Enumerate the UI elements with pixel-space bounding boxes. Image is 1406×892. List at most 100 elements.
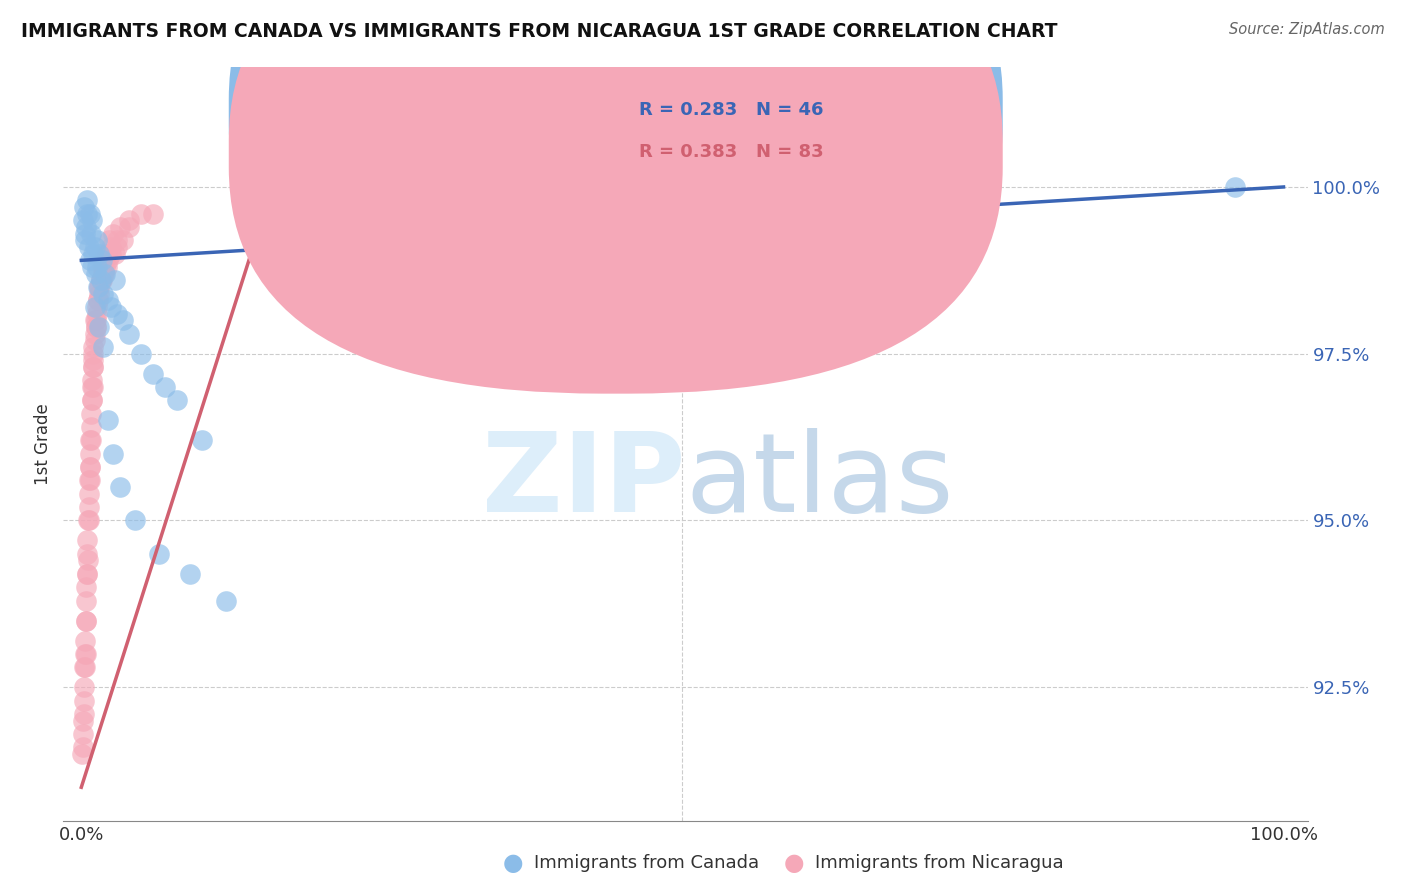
Point [89, 246, 111, 260]
Point [1225, 180, 1247, 194]
Point [73, 200, 96, 214]
Point [80, 420, 103, 434]
Point [105, 233, 128, 247]
Point [77, 500, 100, 515]
Point [108, 480, 131, 494]
Point [214, 593, 236, 607]
Point [70, 747, 93, 761]
Point [89, 286, 111, 301]
Point [108, 219, 131, 234]
Point [82, 347, 104, 361]
Point [96, 246, 118, 260]
Point [73, 227, 96, 241]
Point [94, 260, 117, 274]
Point [76, 207, 98, 221]
Point [80, 434, 103, 448]
Point [72, 714, 94, 728]
Point [82, 360, 104, 375]
Point [82, 373, 104, 387]
Point [77, 553, 100, 567]
Point [90, 273, 112, 287]
Text: atlas: atlas [686, 428, 953, 535]
Point [75, 647, 97, 661]
Point [89, 320, 111, 334]
Point [101, 447, 124, 461]
Point [80, 407, 103, 421]
Point [73, 660, 96, 674]
Point [94, 246, 117, 260]
Point [79, 460, 101, 475]
Point [82, 393, 104, 408]
Point [76, 194, 98, 208]
Point [104, 273, 127, 287]
FancyBboxPatch shape [586, 86, 866, 180]
Point [190, 434, 212, 448]
Y-axis label: 1st Grade: 1st Grade [34, 403, 52, 484]
Point [96, 260, 118, 274]
Point [112, 313, 135, 327]
Point [90, 273, 112, 287]
Point [82, 213, 104, 227]
Point [79, 253, 101, 268]
Text: Source: ZipAtlas.com: Source: ZipAtlas.com [1229, 22, 1385, 37]
Point [75, 580, 97, 594]
Text: R = 0.383   N = 83: R = 0.383 N = 83 [640, 143, 824, 161]
Point [100, 240, 122, 254]
Point [77, 240, 100, 254]
Point [75, 614, 97, 628]
FancyBboxPatch shape [229, 0, 1002, 393]
Point [79, 474, 101, 488]
Point [86, 260, 108, 274]
Point [93, 267, 115, 281]
Point [79, 207, 101, 221]
Point [73, 680, 96, 694]
Point [91, 340, 114, 354]
Point [83, 240, 105, 254]
Point [91, 260, 114, 274]
Text: ●: ● [785, 852, 804, 875]
Point [118, 219, 141, 234]
Point [73, 660, 96, 674]
Point [73, 693, 96, 707]
Point [82, 340, 104, 354]
Point [90, 273, 112, 287]
Point [90, 253, 112, 268]
Point [124, 513, 146, 527]
Text: Immigrants from Nicaragua: Immigrants from Nicaragua [815, 855, 1064, 872]
Point [76, 547, 98, 561]
Point [166, 393, 188, 408]
Point [90, 273, 112, 287]
Point [100, 246, 122, 260]
Point [86, 300, 108, 314]
Point [84, 320, 107, 334]
Point [131, 347, 153, 361]
Point [76, 566, 98, 581]
Point [84, 267, 107, 281]
Point [75, 614, 97, 628]
Point [87, 280, 110, 294]
Point [118, 213, 141, 227]
Point [105, 240, 128, 254]
Point [82, 353, 104, 368]
Point [87, 280, 110, 294]
Point [75, 593, 97, 607]
Point [73, 647, 96, 661]
Text: ZIP: ZIP [482, 428, 686, 535]
Point [97, 293, 120, 308]
Text: Immigrants from Canada: Immigrants from Canada [534, 855, 759, 872]
Point [91, 260, 114, 274]
Point [84, 313, 107, 327]
Point [73, 633, 96, 648]
Point [104, 246, 127, 260]
Point [80, 393, 103, 408]
Point [91, 286, 114, 301]
Point [131, 207, 153, 221]
Point [118, 326, 141, 341]
Point [72, 213, 94, 227]
Point [148, 547, 170, 561]
Point [73, 706, 96, 721]
Point [97, 253, 120, 268]
Point [82, 246, 104, 260]
Point [112, 233, 135, 247]
Point [101, 227, 124, 241]
